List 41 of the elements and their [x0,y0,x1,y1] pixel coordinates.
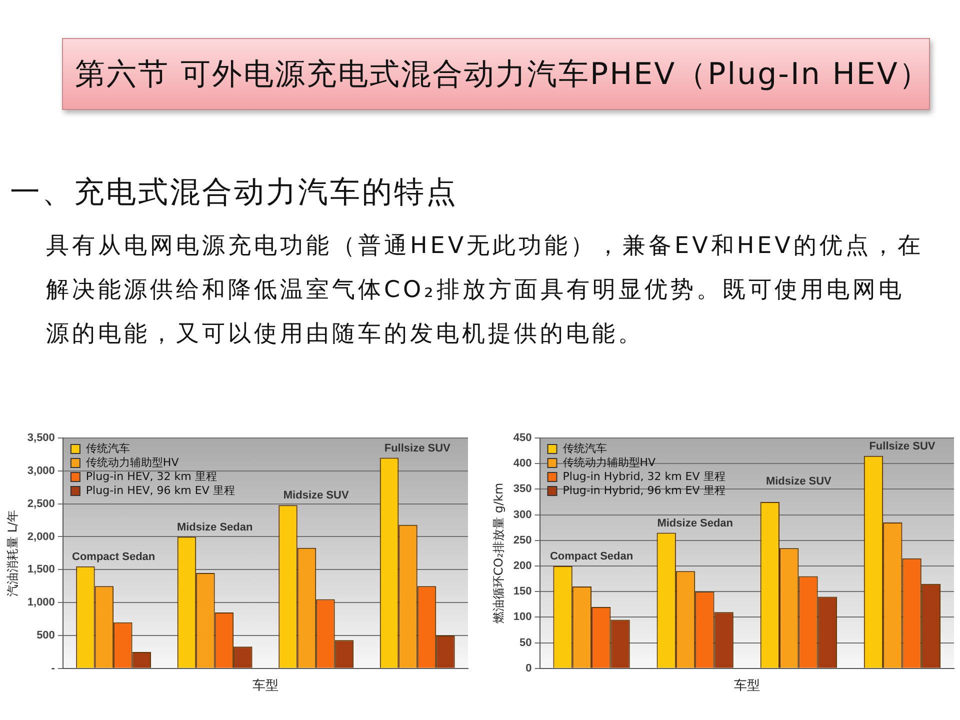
legend-label: Plug-in HEV, 96 km EV 里程 [86,484,235,497]
text: 第六节 可外电源充电式混合动力汽车PHEV（Plug-In HEV） [75,56,930,94]
y-tick-label: 300 [513,508,532,521]
x-tick-label: Midsize SUV [766,476,832,488]
x-tick-label: Midsize SUV [283,490,350,502]
y-tick-label: 2,000 [27,530,55,543]
legend-label: Plug-in HEV, 32 km 里程 [86,470,217,483]
x-axis-title: 车型 [252,678,278,694]
x-tick-label: Midsize Sedan [176,521,254,534]
y-tick-label: 2,500 [27,498,55,510]
x-tick-label: Midsize Sedan [657,517,734,530]
legend-label: 传统汽车 [86,442,130,455]
legend-label: Plug-in Hybrid, 96 km EV 里程 [562,484,726,497]
y-tick-label: 500 [36,630,55,642]
legend-label: Plug-in Hybrid, 32 km EV 里程 [562,470,726,483]
y-tick-label: 3,000 [27,464,55,477]
x-tick-label: Compact Sedan [550,550,634,563]
y-tick-label: 100 [513,611,532,624]
y-tick-label: 1,500 [27,564,55,576]
y-tick-label: 200 [513,560,532,572]
legend-label: 传统汽车 [562,442,607,455]
y-tick-label: 1,000 [27,596,55,609]
y-tick-label: 400 [513,458,532,470]
y-axis-title: 汽油消耗量 L/年 [5,510,20,596]
y-tick-label: 350 [513,483,532,496]
y-tick-label: 250 [513,534,532,546]
legend-label: 传统动力辅助型HV [562,456,656,469]
y-tick-label: 450 [513,432,532,444]
x-tick-label: Fullsize SUV [384,442,452,454]
legend-label: 传统动力辅助型HV [86,456,180,469]
y-tick-label: 150 [513,586,532,598]
x-tick-label: Compact Sedan [72,550,156,563]
y-tick-label: 50 [520,636,532,649]
y-axis-title: 燃油循环CO₂排放量 g/km [491,482,506,624]
text: 具有从电网电源充电功能（普通HEV无此功能），兼备EV和HEV的优点，在解决能源供给和降低温室气体CO₂排放方面具有明显优势。既可使用电网电源的电能，又可以使用由随车的发电机提供的电能。 [46,232,924,349]
y-tick-label: 3,500 [27,432,55,444]
y-tick-label: - [51,662,56,674]
y-tick-label: 0 [526,662,532,674]
text: 一、充电式混合动力汽车的特点 [10,174,458,212]
x-axis-title: 车型 [734,678,760,694]
x-tick-label: Fullsize SUV [869,440,936,452]
